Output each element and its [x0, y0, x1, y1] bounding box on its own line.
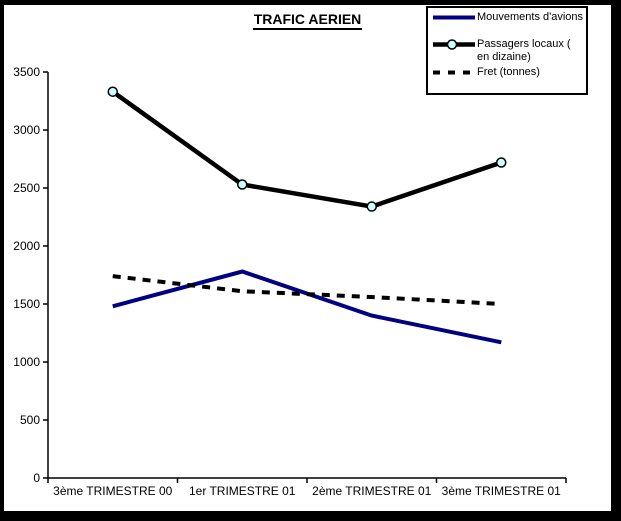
y-tick-label: 2500 [13, 181, 40, 195]
legend-marker-sample-icon [433, 39, 475, 50]
chart-title: TRAFIC AERIEN [252, 11, 363, 30]
legend-dash-sample-icon [433, 70, 475, 75]
legend-label: Fret (tonnes) [477, 66, 540, 78]
legend-label: Mouvements d'avions [477, 11, 584, 23]
data-point-marker [107, 86, 118, 97]
legend-label: Passagers locaux ( en dizaine) [477, 38, 571, 63]
legend-item-mouvements: Mouvements d'avions [432, 11, 584, 24]
chart-title-container: TRAFIC AERIEN [4, 11, 611, 30]
legend-item-passagers: Passagers locaux ( en dizaine) [432, 38, 584, 64]
x-tick-label: 2ème TRIMESTRE 01 [312, 484, 431, 498]
data-point-marker [366, 201, 377, 212]
data-point-marker [237, 179, 248, 190]
series-line-1 [111, 89, 502, 209]
data-point-marker [496, 157, 507, 168]
legend-sample-marker [446, 39, 458, 50]
y-tick-label: 0 [33, 471, 40, 485]
y-tick-label: 3500 [13, 65, 40, 79]
legend: Mouvements d'avions Passagers locaux ( e… [426, 6, 588, 95]
y-tick-label: 2000 [13, 239, 40, 253]
plot: 0 500 1000 1500 2000 2500 3000 3500 3ème TRIMEST… [13, 65, 567, 498]
x-tick-label: 1er TRIMESTRE 01 [189, 484, 296, 498]
series-line-0 [112, 269, 502, 345]
y-tick-label: 1000 [13, 355, 40, 369]
y-tick-label: 1500 [13, 297, 40, 311]
series-line-2 [112, 274, 502, 306]
x-tick-label: 3ème TRIMESTRE 01 [442, 484, 561, 498]
chart-area: TRAFIC AERIEN 0 500 1000 1500 2000 2500 3000 35… [4, 5, 611, 511]
y-tick-label: 3000 [13, 123, 40, 137]
y-tick-label: 500 [20, 413, 40, 427]
legend-item-fret: Fret (tonnes) [432, 66, 584, 79]
x-tick-label: 3ème TRIMESTRE 00 [53, 484, 172, 498]
legend-line-sample-icon [433, 15, 475, 20]
